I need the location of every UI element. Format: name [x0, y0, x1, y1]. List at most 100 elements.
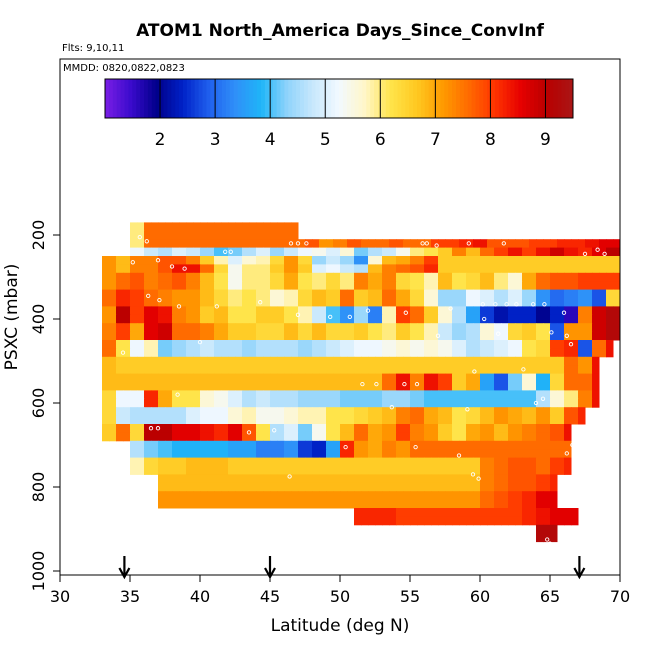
heatmap-cell: [256, 222, 264, 232]
heatmap-cell: [263, 331, 271, 341]
heatmap-cell: [431, 247, 439, 257]
heatmap-cell: [137, 390, 145, 400]
heatmap-cell: [144, 239, 152, 249]
heatmap-cell: [186, 314, 194, 324]
heatmap-cell: [347, 449, 355, 459]
heatmap-cell: [515, 415, 523, 425]
heatmap-cell: [312, 449, 320, 459]
heatmap-cell: [326, 373, 334, 383]
heatmap-cell: [151, 247, 159, 257]
heatmap-cell: [375, 440, 383, 450]
heatmap-cell: [284, 230, 292, 240]
heatmap-cell: [494, 247, 502, 257]
heatmap-cell: [536, 331, 544, 341]
heatmap-cell: [424, 516, 432, 526]
heatmap-cell: [466, 348, 474, 358]
heatmap-cell: [165, 440, 173, 450]
colorbar-segment: [132, 79, 137, 118]
heatmap-cell: [123, 390, 131, 400]
heatmap-cell: [242, 356, 250, 366]
heatmap-cell: [354, 390, 362, 400]
colorbar-segment: [194, 79, 199, 118]
heatmap-cell: [109, 323, 117, 333]
heatmap-cell: [242, 432, 250, 442]
colorbar-segment: [214, 79, 219, 118]
heatmap-cell: [424, 398, 432, 408]
heatmap-cell: [550, 356, 558, 366]
heatmap-cell: [165, 281, 173, 291]
heatmap-cell: [249, 256, 257, 265]
heatmap-cell: [494, 491, 502, 501]
heatmap-cell: [137, 331, 145, 341]
heatmap-cell: [319, 323, 327, 333]
heatmap-cell: [410, 348, 418, 358]
heatmap-cell: [277, 373, 285, 383]
heatmap-cell: [165, 466, 173, 475]
heatmap-cell: [214, 499, 222, 509]
heatmap-cell: [354, 382, 362, 391]
heatmap-cell: [508, 432, 516, 442]
heatmap-cell: [172, 314, 180, 324]
heatmap-cell: [326, 365, 334, 375]
heatmap-cell: [179, 390, 187, 400]
heatmap-cell: [291, 466, 299, 475]
heatmap-cell: [368, 432, 376, 442]
heatmap-cell: [228, 390, 236, 400]
heatmap-cell: [291, 272, 299, 282]
heatmap-cell: [228, 424, 236, 433]
heatmap-cell: [564, 331, 572, 341]
heatmap-cell: [396, 474, 404, 484]
heatmap-cell: [214, 440, 222, 450]
heatmap-cell: [235, 281, 243, 291]
colorbar-tick-label: 5: [320, 130, 331, 150]
heatmap-cell: [389, 272, 397, 282]
heatmap-cell: [599, 264, 607, 274]
heatmap-cell: [361, 457, 369, 467]
heatmap-cell: [557, 289, 565, 299]
heatmap-cell: [494, 239, 502, 249]
heatmap-cell: [445, 348, 453, 358]
heatmap-cell: [382, 340, 390, 349]
heatmap-cell: [424, 323, 432, 333]
heatmap-cell: [410, 482, 418, 492]
heatmap-cell: [151, 239, 159, 249]
heatmap-cell: [263, 306, 271, 316]
heatmap-cell: [200, 247, 208, 257]
heatmap-cell: [326, 340, 334, 349]
heatmap-cell: [480, 256, 488, 265]
heatmap-cell: [445, 415, 453, 425]
heatmap-cell: [249, 466, 257, 475]
heatmap-cell: [557, 264, 565, 274]
heatmap-cell: [151, 340, 159, 349]
heatmap-cell: [333, 474, 341, 484]
heatmap-cell: [508, 247, 516, 257]
heatmap-cell: [270, 449, 278, 459]
heatmap-cell: [550, 482, 558, 492]
heatmap-cell: [305, 281, 313, 291]
heatmap-cell: [249, 373, 257, 383]
heatmap-cell: [284, 340, 292, 349]
heatmap-cell: [389, 256, 397, 265]
heatmap-cell: [137, 365, 145, 375]
heatmap-cell: [340, 340, 348, 349]
heatmap-cell: [487, 281, 495, 291]
heatmap-cell: [193, 457, 201, 467]
heatmap-cell: [193, 491, 201, 501]
heatmap-cell: [375, 272, 383, 282]
heatmap-cell: [382, 281, 390, 291]
heatmap-cell: [207, 247, 215, 257]
heatmap-cell: [179, 474, 187, 484]
heatmap-cell: [529, 382, 537, 391]
heatmap-cell: [480, 491, 488, 501]
heatmap-cell: [179, 491, 187, 501]
heatmap-cell: [340, 482, 348, 492]
heatmap-cell: [354, 289, 362, 299]
heatmap-cell: [480, 340, 488, 349]
colorbar-segment: [514, 79, 519, 118]
heatmap-cell: [319, 239, 327, 249]
heatmap-cell: [333, 432, 341, 442]
heatmap-cell: [543, 365, 551, 375]
heatmap-cell: [536, 298, 544, 307]
heatmap-cell: [116, 348, 124, 358]
heatmap-cell: [130, 415, 138, 425]
